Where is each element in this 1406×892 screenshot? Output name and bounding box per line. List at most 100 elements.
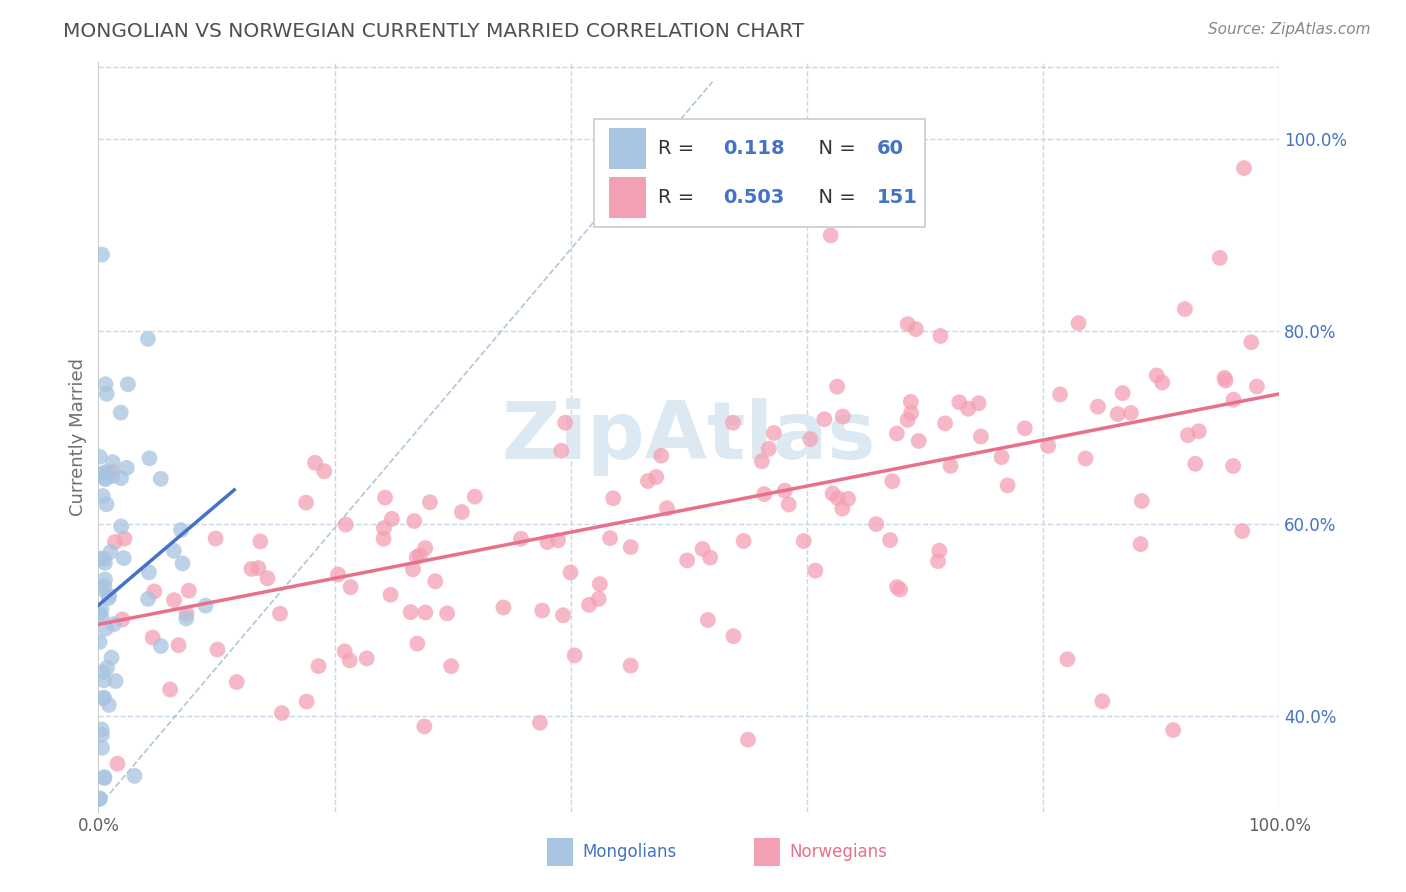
Point — [831, 501, 853, 516]
Point — [269, 607, 291, 621]
Point — [112, 551, 135, 566]
Point — [1232, 524, 1254, 538]
FancyBboxPatch shape — [609, 128, 647, 169]
Point — [374, 491, 396, 505]
Point — [578, 598, 600, 612]
Point — [149, 639, 172, 653]
Text: 0.503: 0.503 — [723, 188, 785, 207]
Point — [170, 523, 193, 537]
Point — [929, 329, 952, 343]
Point — [136, 591, 159, 606]
Point — [101, 469, 124, 483]
Point — [813, 412, 835, 426]
Point — [676, 553, 699, 567]
Point — [990, 450, 1012, 465]
Text: ZipAtlas: ZipAtlas — [502, 398, 876, 476]
Point — [1087, 400, 1109, 414]
Point — [721, 416, 744, 430]
Point — [101, 465, 124, 479]
Point — [1222, 392, 1244, 407]
Point — [837, 491, 859, 506]
Point — [536, 535, 558, 549]
Point — [1161, 723, 1184, 737]
Point — [1233, 161, 1256, 175]
Point — [381, 512, 404, 526]
Point — [928, 543, 950, 558]
Point — [939, 458, 962, 473]
Point — [94, 622, 117, 636]
Point — [256, 571, 278, 585]
Text: 151: 151 — [877, 188, 918, 207]
Point — [723, 629, 745, 643]
Point — [554, 416, 576, 430]
FancyBboxPatch shape — [754, 838, 780, 866]
Point — [90, 582, 112, 596]
Point — [240, 562, 263, 576]
Point — [751, 454, 773, 468]
Point — [1107, 407, 1129, 421]
Point — [194, 599, 217, 613]
Point — [91, 665, 114, 680]
Point — [333, 644, 356, 658]
Text: N =: N = — [806, 188, 862, 207]
Point — [1146, 368, 1168, 383]
FancyBboxPatch shape — [547, 838, 574, 866]
Point — [124, 769, 146, 783]
Point — [547, 533, 569, 548]
Point — [225, 675, 247, 690]
Point — [295, 694, 318, 708]
Point — [163, 544, 186, 558]
Point — [326, 567, 349, 582]
Point — [247, 561, 270, 575]
Point — [409, 549, 432, 563]
Point — [492, 600, 515, 615]
Point — [588, 591, 610, 606]
Point — [560, 566, 582, 580]
Point — [889, 582, 911, 597]
Point — [793, 534, 815, 549]
Point — [110, 406, 132, 420]
Point — [104, 535, 127, 549]
Point — [356, 651, 378, 665]
Point — [110, 519, 132, 533]
Point — [762, 425, 785, 440]
Point — [249, 534, 271, 549]
Point — [91, 740, 114, 755]
Point — [758, 442, 780, 456]
Point — [1215, 374, 1237, 388]
Point — [90, 723, 112, 737]
Point — [89, 792, 111, 806]
Text: R =: R = — [658, 139, 700, 158]
Point — [821, 486, 844, 500]
Point — [1129, 537, 1152, 551]
Point — [98, 589, 121, 603]
Point — [115, 461, 138, 475]
Point — [907, 434, 929, 448]
Point — [451, 505, 474, 519]
Point — [1174, 301, 1197, 316]
Point — [204, 532, 226, 546]
Point — [886, 426, 908, 441]
Point — [1014, 421, 1036, 435]
Point — [93, 551, 115, 566]
Point — [174, 611, 197, 625]
Point — [799, 432, 821, 446]
Point — [93, 771, 115, 785]
Point — [143, 584, 166, 599]
Point — [404, 514, 426, 528]
Point — [149, 472, 172, 486]
Point — [900, 395, 922, 409]
Point — [825, 379, 848, 393]
Point — [402, 562, 425, 576]
Point — [1152, 376, 1174, 390]
Point — [142, 631, 165, 645]
Point — [1240, 335, 1263, 350]
Point — [90, 551, 112, 566]
Point — [94, 556, 117, 570]
Point — [531, 603, 554, 617]
Text: 0.118: 0.118 — [723, 139, 785, 158]
Point — [406, 637, 429, 651]
Point — [1188, 424, 1211, 438]
Point — [405, 550, 427, 565]
Point — [207, 642, 229, 657]
